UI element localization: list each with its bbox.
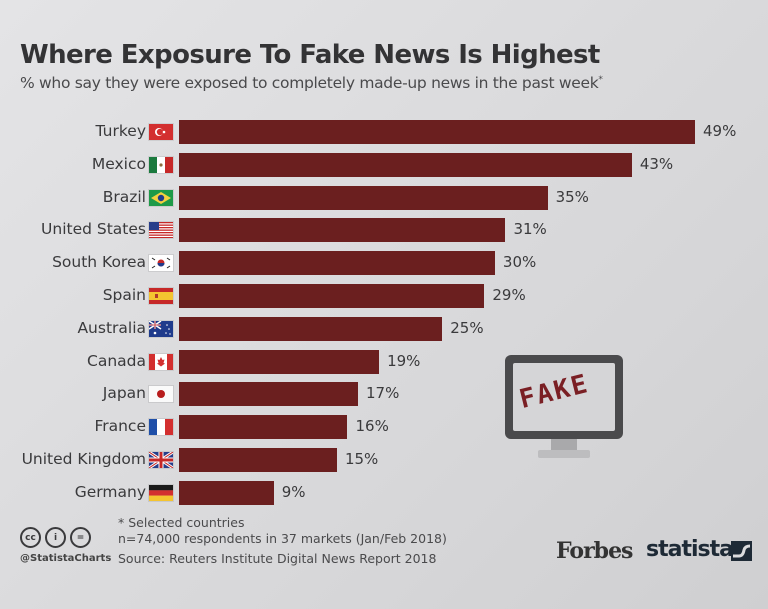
country-label: South Korea xyxy=(52,253,146,272)
country-label: Turkey xyxy=(95,122,146,140)
value-label: 43% xyxy=(639,154,674,173)
chart-row: Japan 17% xyxy=(0,382,768,407)
footnote-selected: * Selected countries xyxy=(118,515,245,530)
value-label: 19% xyxy=(387,351,421,370)
forbes-logo: Forbes xyxy=(556,538,633,564)
license-icons: cc i = xyxy=(20,527,91,548)
value-label: 25% xyxy=(450,318,484,337)
fake-stamp: FAKE xyxy=(516,368,593,416)
chart-row: France 16% xyxy=(0,415,768,440)
page-subtitle: % who say they were exposed to completel… xyxy=(20,74,603,92)
bar xyxy=(179,415,348,440)
page-title: Where Exposure To Fake News Is Highest xyxy=(20,40,600,70)
country-label: Mexico xyxy=(91,154,146,173)
statista-handle: @StatistaCharts xyxy=(20,553,112,564)
chart-row: Brazil 35% xyxy=(0,185,768,210)
bar xyxy=(179,284,485,308)
chart-row: Canada 19% xyxy=(0,349,768,374)
chart-row: Spain 29% xyxy=(0,284,768,308)
value-label: 35% xyxy=(555,187,589,206)
chart-row: Mexico 43% xyxy=(0,152,768,177)
country-label: Spain xyxy=(102,286,146,304)
spain-flag-icon xyxy=(149,288,173,304)
australia-flag-icon xyxy=(149,320,173,337)
chart-row: Germany 9% xyxy=(0,480,768,505)
usa-flag-icon xyxy=(149,222,173,239)
value-label: 49% xyxy=(703,122,737,140)
value-label: 17% xyxy=(366,384,400,403)
country-label: Brazil xyxy=(102,187,146,206)
brazil-flag-icon xyxy=(149,189,173,206)
statista-logo-icon xyxy=(731,541,752,561)
country-label: Germany xyxy=(74,482,146,501)
country-label: United Kingdom xyxy=(21,450,146,468)
country-label: United States xyxy=(41,220,146,239)
bar xyxy=(179,251,495,276)
statista-logo: statista xyxy=(646,537,734,562)
value-label: 16% xyxy=(355,417,389,436)
chart-row: South Korea 30% xyxy=(0,251,768,276)
monitor-stand xyxy=(551,439,577,451)
country-label: Australia xyxy=(77,318,146,337)
footnote-sample: n=74,000 respondents in 37 markets (Jan/… xyxy=(118,531,447,546)
south-korea-flag-icon xyxy=(149,255,173,272)
value-label: 9% xyxy=(281,482,306,501)
japan-flag-icon xyxy=(149,386,173,403)
country-label: Canada xyxy=(87,351,146,370)
bar xyxy=(179,185,548,210)
monitor-screen: FAKE xyxy=(513,363,615,431)
chart-row: Turkey 49% xyxy=(0,120,768,144)
bar xyxy=(179,218,506,243)
france-flag-icon xyxy=(149,419,173,436)
footnote-mark: * xyxy=(598,74,603,85)
no-derivatives-icon: = xyxy=(70,527,91,548)
country-label: France xyxy=(94,417,146,436)
value-label: 29% xyxy=(492,286,526,304)
bar xyxy=(179,316,443,341)
bar xyxy=(179,448,337,472)
bar xyxy=(179,480,274,505)
footnote-source: Source: Reuters Institute Digital News R… xyxy=(118,551,437,566)
monitor-base xyxy=(538,450,590,458)
canada-flag-icon xyxy=(149,353,173,370)
subtitle-text: % who say they were exposed to completel… xyxy=(20,74,599,92)
value-label: 30% xyxy=(502,253,537,272)
monitor-icon: FAKE xyxy=(505,355,623,439)
turkey-flag-icon xyxy=(149,124,173,140)
bar xyxy=(179,382,359,407)
chart-row: United States 31% xyxy=(0,218,768,243)
value-label: 31% xyxy=(513,220,547,239)
chart-row: Australia 25% xyxy=(0,316,768,341)
value-label: 15% xyxy=(344,450,379,468)
germany-flag-icon xyxy=(149,484,173,501)
creative-commons-icon: cc xyxy=(20,527,41,548)
bar xyxy=(179,349,380,374)
chart-row: United Kingdom 15% xyxy=(0,448,768,472)
uk-flag-icon xyxy=(149,452,173,468)
mexico-flag-icon xyxy=(149,156,173,173)
attribution-icon: i xyxy=(45,527,66,548)
bar xyxy=(179,120,695,144)
bar xyxy=(179,152,632,177)
country-label: Japan xyxy=(102,384,146,403)
